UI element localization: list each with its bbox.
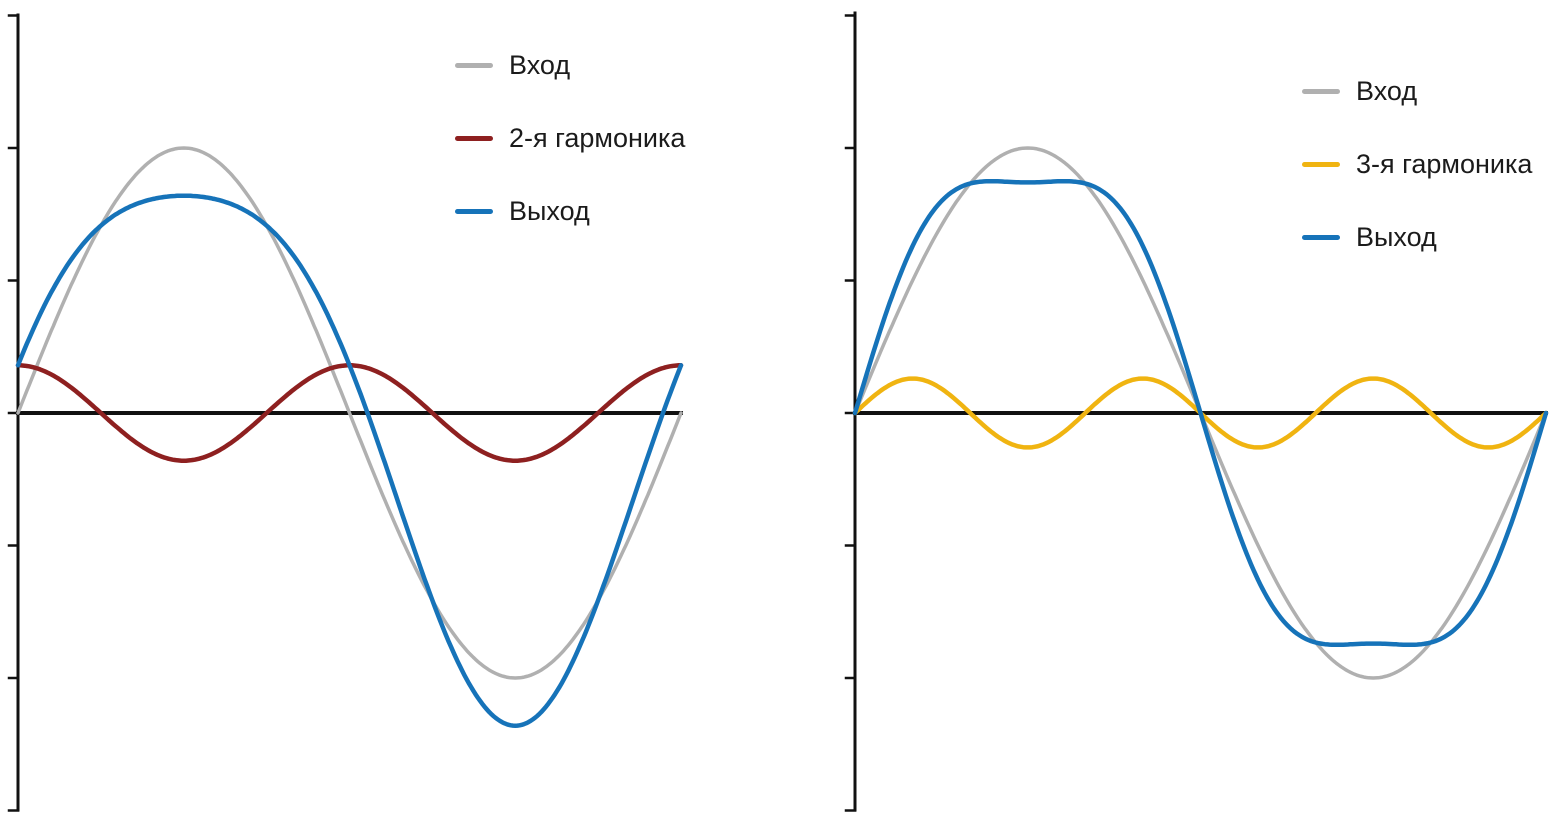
legend-label-harmonic: 3-я гармоника: [1356, 149, 1533, 179]
legend-swatch-input: [1302, 89, 1340, 94]
legend-swatch-output: [455, 209, 493, 214]
legend: Вход 2-я гармоника Выход: [455, 52, 685, 271]
legend-item-harmonic: 2-я гармоника: [455, 125, 685, 152]
legend-swatch-output: [1302, 235, 1340, 240]
legend-label-output: Выход: [509, 196, 590, 226]
legend-swatch-harmonic: [455, 136, 493, 141]
series-curve-output: [15, 193, 684, 728]
series-curve-input: [16, 146, 683, 680]
chart-second-harmonic: Вход 2-я гармоника Выход: [0, 0, 720, 832]
legend-item-harmonic: 3-я гармоника: [1302, 151, 1532, 178]
legend: Вход 3-я гармоника Выход: [1302, 78, 1532, 297]
legend-label-input: Вход: [509, 50, 571, 80]
chart-plot-area: [7, 13, 684, 812]
legend-item-input: Вход: [1302, 78, 1532, 105]
legend-item-output: Выход: [455, 198, 685, 225]
legend-label-input: Вход: [1356, 76, 1418, 106]
legend-item-input: Вход: [455, 52, 685, 79]
chart-plot-area: [844, 11, 1549, 812]
legend-swatch-input: [455, 63, 493, 68]
series-curve-output: [852, 178, 1549, 648]
legend-item-output: Выход: [1302, 224, 1532, 251]
legend-label-harmonic: 2-я гармоника: [509, 123, 686, 153]
chart-third-harmonic: Вход 3-я гармоника Выход: [840, 0, 1562, 832]
legend-label-output: Выход: [1356, 222, 1437, 252]
legend-swatch-harmonic: [1302, 162, 1340, 167]
